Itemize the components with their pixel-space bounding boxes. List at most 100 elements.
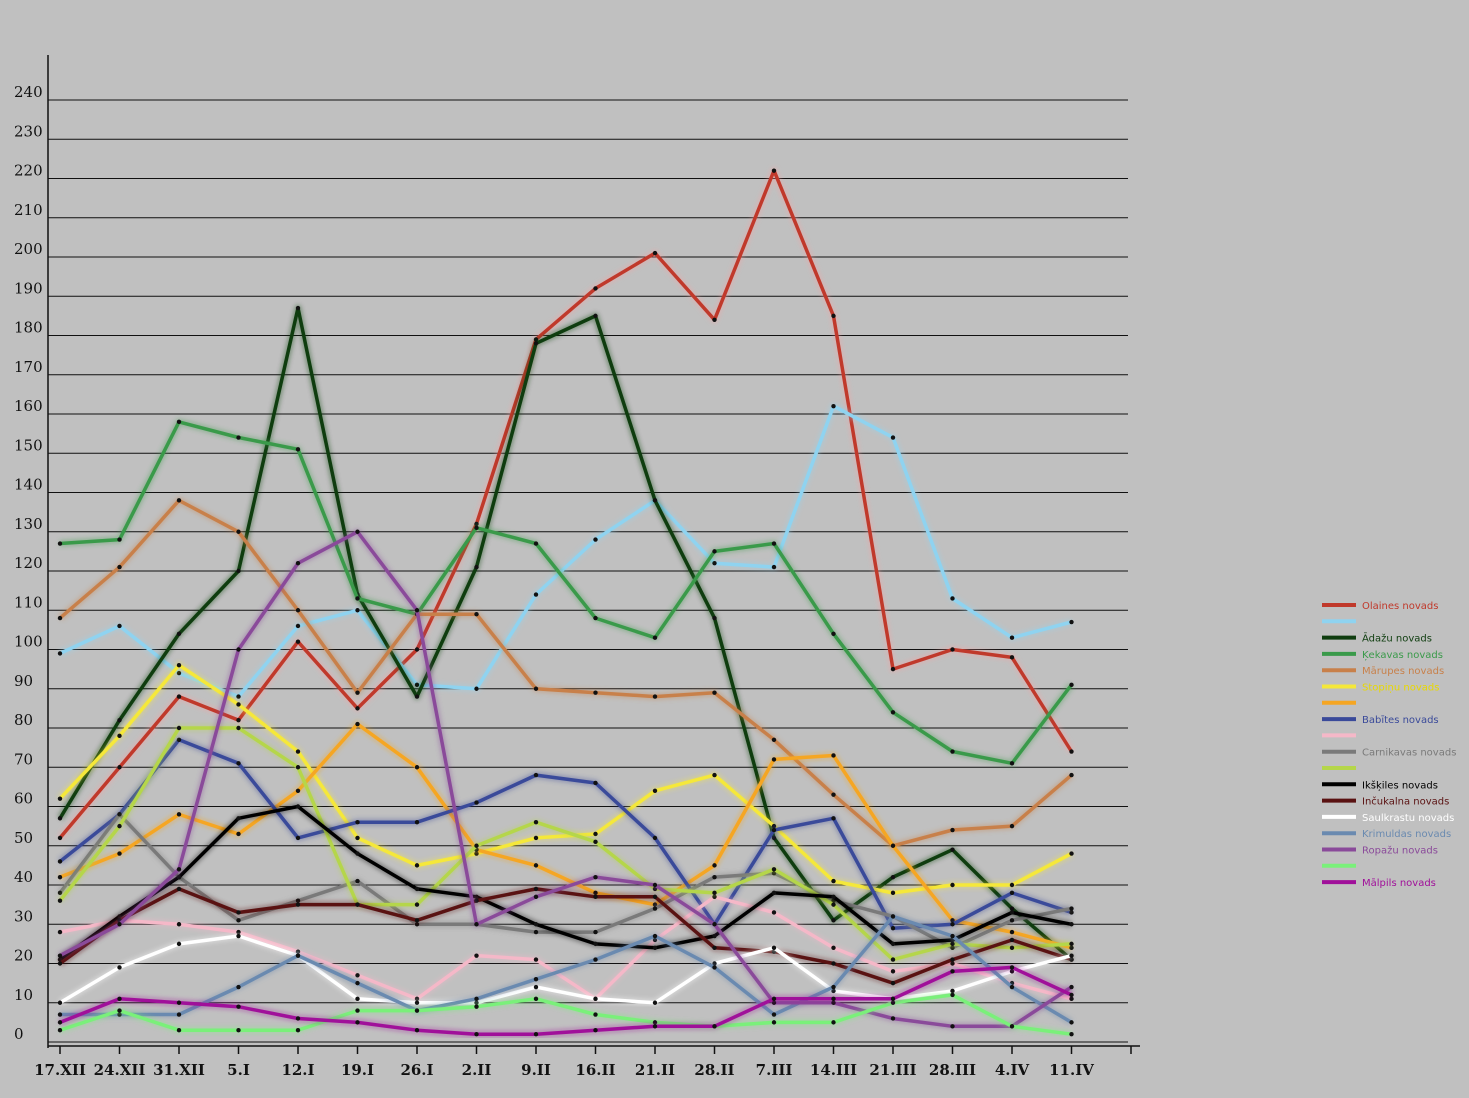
y-tick-labels: 0 10 20 30 40 50 60 70 80 90 100 110 120 130 140 150 160… xyxy=(14,83,43,1043)
series-line xyxy=(58,738,1074,930)
data-point xyxy=(1069,1031,1074,1037)
series-line xyxy=(58,420,1074,766)
data-point xyxy=(890,980,896,986)
data-point xyxy=(1009,929,1015,935)
data-point xyxy=(593,615,598,621)
data-point xyxy=(652,894,658,899)
data-point xyxy=(771,890,777,896)
data-point xyxy=(950,596,955,601)
data-point xyxy=(712,560,717,566)
data-point xyxy=(1009,761,1015,766)
data-point xyxy=(117,623,122,629)
data-point xyxy=(176,670,182,676)
data-point xyxy=(712,874,717,880)
data-point xyxy=(652,906,658,911)
data-point xyxy=(57,1028,63,1033)
data-point xyxy=(831,313,836,319)
data-point xyxy=(117,765,122,770)
series-line xyxy=(58,168,1074,840)
legend: Olaines novads Ādažu novads Ķekavas novads… xyxy=(1322,601,1456,889)
data-point xyxy=(593,839,598,845)
data-point xyxy=(593,941,598,947)
legend-label: Krimuldas novads xyxy=(1362,829,1451,840)
y-tick-label: 90 xyxy=(14,672,33,690)
y-tick-label: 180 xyxy=(14,319,43,337)
data-point xyxy=(117,996,122,1002)
y-tick-label: 100 xyxy=(14,633,43,651)
data-point xyxy=(1009,882,1015,888)
data-point xyxy=(355,902,360,907)
x-tick-label: 16.II xyxy=(575,1061,615,1079)
data-point xyxy=(593,1012,598,1017)
legend-label: Mārupes novads xyxy=(1362,666,1444,677)
data-point xyxy=(176,812,182,817)
x-tick-label: 28.II xyxy=(694,1061,734,1079)
data-point xyxy=(1069,992,1074,998)
data-point xyxy=(57,816,63,821)
data-point xyxy=(57,1000,63,1005)
data-point xyxy=(295,447,301,452)
data-point xyxy=(1009,984,1015,990)
data-point xyxy=(652,1024,658,1029)
data-point xyxy=(176,922,182,927)
data-point xyxy=(236,725,241,731)
data-point xyxy=(1069,682,1074,688)
data-point xyxy=(414,902,420,907)
y-tick-label: 220 xyxy=(14,162,43,180)
data-point xyxy=(533,922,539,927)
legend-label: Ādažu novads xyxy=(1362,632,1432,645)
data-point xyxy=(712,922,717,927)
data-point xyxy=(771,737,777,742)
data-point xyxy=(533,341,539,346)
data-point xyxy=(474,922,479,927)
data-point xyxy=(117,823,122,829)
data-point xyxy=(295,639,301,644)
data-point xyxy=(593,313,598,319)
data-point xyxy=(890,874,896,880)
legend-label: Ikšķiles novads xyxy=(1362,779,1438,791)
legend-label: Ķekavas novads xyxy=(1362,650,1443,661)
y-tick-label: 190 xyxy=(14,279,43,297)
data-point xyxy=(890,925,896,931)
series-line xyxy=(58,404,1074,699)
data-point xyxy=(117,851,122,856)
data-point xyxy=(771,827,777,833)
series-glow xyxy=(57,304,1074,963)
data-point xyxy=(1009,635,1015,640)
data-point xyxy=(474,1031,479,1037)
data-point xyxy=(474,843,479,848)
x-tick-labels: 17.XII 24.XII 31.XII 5.I 12.I 19.I 26.I 2.II 9.I… xyxy=(34,1061,1094,1079)
data-point xyxy=(295,804,301,809)
x-tick-label: 26.I xyxy=(400,1061,433,1079)
data-point xyxy=(355,851,360,856)
data-point xyxy=(771,1020,777,1025)
legend-label: Mālpils novads xyxy=(1362,878,1436,889)
data-point xyxy=(890,666,896,672)
y-tick-label: 110 xyxy=(14,593,43,611)
data-point xyxy=(474,686,479,691)
data-point xyxy=(533,820,539,825)
series-lines xyxy=(57,167,1075,1038)
data-point xyxy=(712,945,717,950)
y-tick-label: 160 xyxy=(14,397,43,415)
data-point xyxy=(533,886,539,892)
data-point xyxy=(414,647,420,652)
data-point xyxy=(414,765,420,770)
data-point xyxy=(414,1008,420,1013)
data-point xyxy=(57,874,63,880)
data-point xyxy=(117,537,122,542)
data-point xyxy=(890,843,896,848)
data-point xyxy=(533,894,539,899)
data-point xyxy=(236,984,241,990)
data-point xyxy=(355,596,360,601)
data-point xyxy=(593,874,598,880)
data-point xyxy=(831,878,836,884)
series-line xyxy=(58,895,1074,1001)
data-point xyxy=(474,996,479,1002)
data-point xyxy=(1009,945,1015,950)
data-point xyxy=(355,608,360,613)
x-tick-label: 4.IV xyxy=(995,1061,1030,1079)
data-point xyxy=(414,694,420,699)
data-point xyxy=(295,560,301,566)
data-point xyxy=(1069,906,1074,911)
